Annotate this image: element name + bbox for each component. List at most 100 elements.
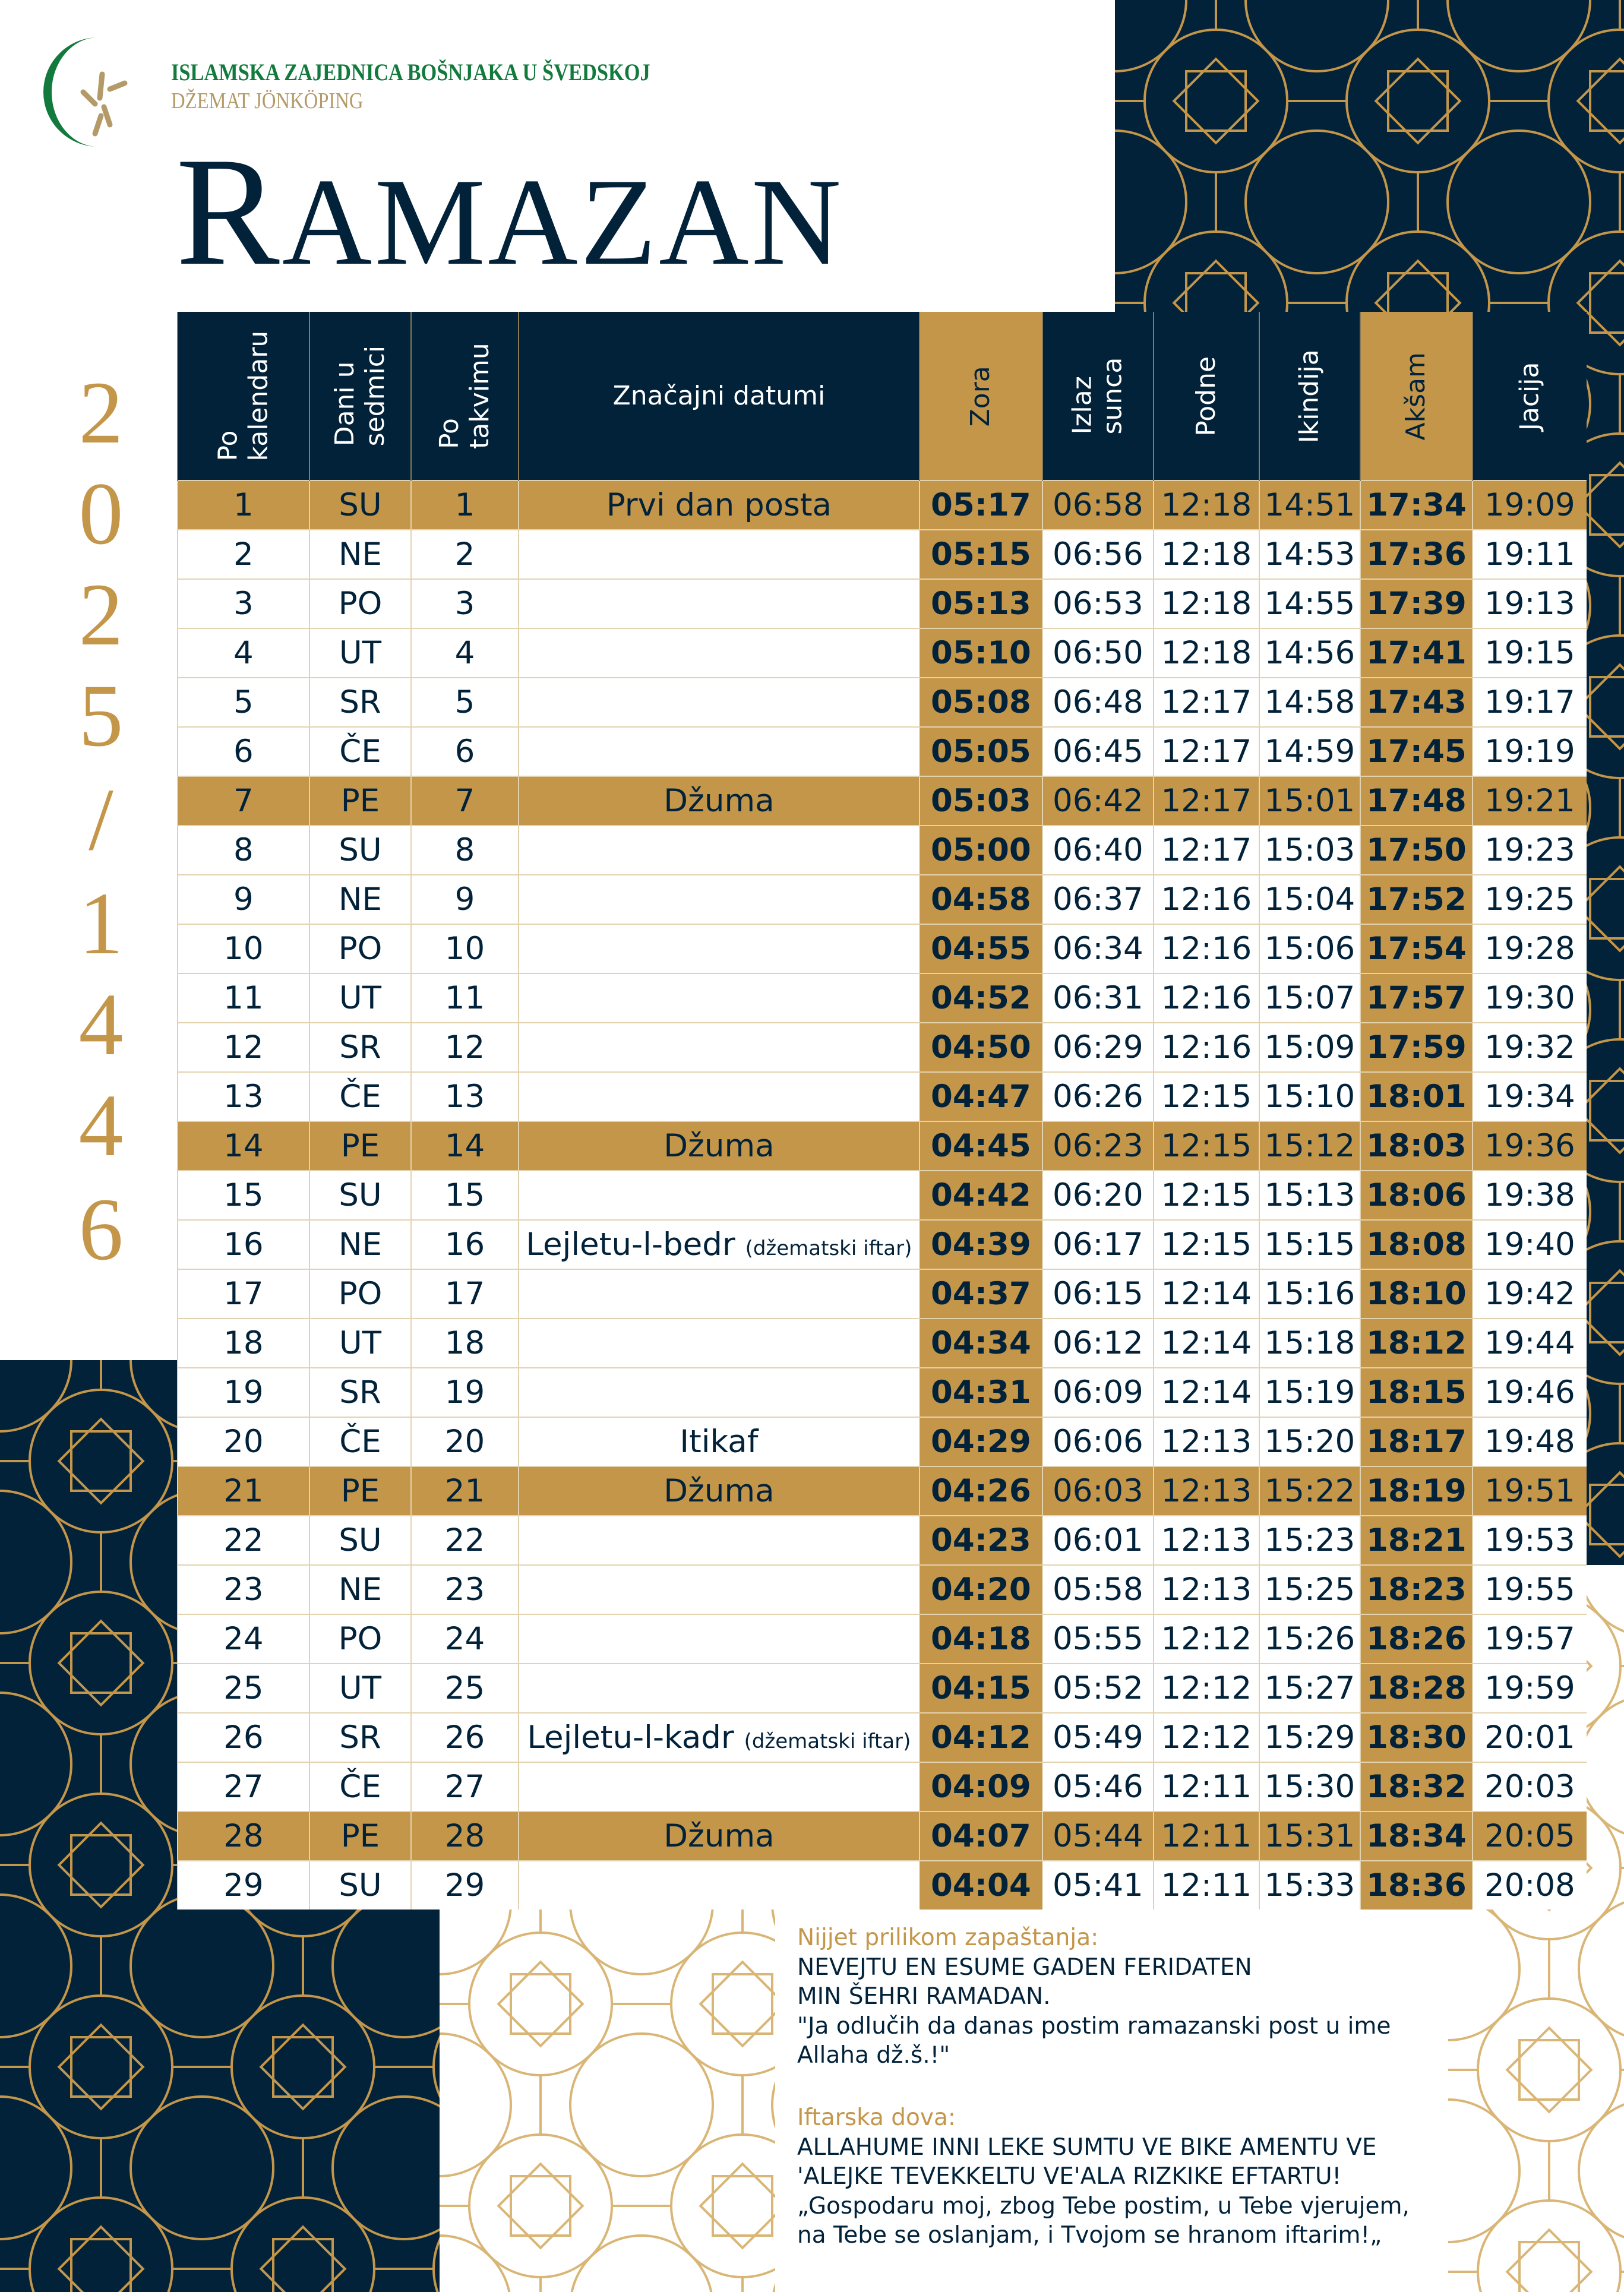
cell-tak: 24 bbox=[410, 1614, 519, 1664]
cell-ikindija: 14:58 bbox=[1258, 677, 1360, 727]
cell-jacija: 19:55 bbox=[1471, 1564, 1587, 1614]
cell-event bbox=[517, 1564, 920, 1614]
cell-jacija: 19:13 bbox=[1471, 578, 1587, 628]
cell-podne: 12:15 bbox=[1152, 1219, 1259, 1269]
cell-event bbox=[517, 1614, 920, 1664]
cell-aksam: 18:30 bbox=[1359, 1712, 1473, 1762]
cell-day: PO bbox=[308, 578, 412, 628]
cell-tak: 22 bbox=[410, 1515, 519, 1565]
cell-ikindija: 14:56 bbox=[1258, 628, 1360, 678]
cell-cal: 27 bbox=[177, 1762, 309, 1812]
cell-day: PO bbox=[308, 1269, 412, 1319]
cell-jacija: 19:19 bbox=[1471, 726, 1587, 776]
cell-podne: 12:13 bbox=[1152, 1466, 1259, 1516]
cell-ikindija: 15:29 bbox=[1258, 1712, 1360, 1762]
cell-event bbox=[517, 529, 920, 579]
cell-jacija: 19:09 bbox=[1471, 480, 1587, 530]
org-name: ISLAMSKA ZAJEDNICA BOŠNJAKA U ŠVEDSKOJ bbox=[171, 59, 650, 86]
cell-aksam: 18:32 bbox=[1359, 1762, 1473, 1812]
cell-izlaz: 06:09 bbox=[1041, 1367, 1154, 1417]
dova-heading: Iftarska dova: bbox=[797, 2104, 956, 2131]
cell-aksam: 17:54 bbox=[1359, 924, 1473, 973]
cell-jacija: 19:53 bbox=[1471, 1515, 1587, 1565]
event-label: Lejletu-l-bedr bbox=[526, 1226, 735, 1263]
table-row: 12 SR 12 04:50 06:29 12:16 15:09 17:59 19:32 bbox=[177, 1022, 1587, 1072]
cell-tak: 25 bbox=[410, 1663, 519, 1713]
header-label: Podne bbox=[1190, 356, 1221, 437]
cell-cal: 12 bbox=[177, 1022, 309, 1072]
white-panel bbox=[775, 1903, 1448, 2292]
cell-izlaz: 06:34 bbox=[1041, 924, 1154, 973]
cell-cal: 15 bbox=[177, 1170, 309, 1220]
cell-jacija: 19:48 bbox=[1471, 1417, 1587, 1466]
cell-tak: 23 bbox=[410, 1564, 519, 1614]
cell-event bbox=[517, 578, 920, 628]
column-header: Akšam bbox=[1359, 312, 1473, 480]
cell-tak: 10 bbox=[410, 924, 519, 973]
column-header: Ikindija bbox=[1258, 312, 1360, 480]
cell-ikindija: 15:20 bbox=[1258, 1417, 1360, 1466]
cell-ikindija: 15:33 bbox=[1258, 1860, 1360, 1910]
cell-tak: 1 bbox=[410, 480, 519, 530]
cell-jacija: 19:38 bbox=[1471, 1170, 1587, 1220]
year-char: 6 bbox=[78, 1180, 124, 1279]
cell-event: Lejletu-l-kadr (džematski iftar) bbox=[517, 1712, 920, 1762]
title-rest: AMAZAN bbox=[282, 153, 844, 291]
cell-aksam: 18:21 bbox=[1359, 1515, 1473, 1565]
cell-jacija: 19:15 bbox=[1471, 628, 1587, 678]
cell-event: Itikaf bbox=[517, 1417, 920, 1466]
table-header-row: Po kalendaru Dani u sedmici Po takvimu Značajn… bbox=[177, 312, 1587, 480]
event-label: Džuma bbox=[663, 1818, 775, 1854]
column-header: Zora bbox=[918, 312, 1042, 480]
table-row: 25 UT 25 04:15 05:52 12:12 15:27 18:28 19:59 bbox=[177, 1663, 1587, 1713]
cell-day: UT bbox=[308, 1663, 412, 1713]
header-label: Akšam bbox=[1401, 352, 1432, 441]
cell-event bbox=[517, 1022, 920, 1072]
table-row: 20 ČE 20 Itikaf 04:29 06:06 12:13 15:20 18:17 19:… bbox=[177, 1417, 1587, 1466]
cell-zora: 05:05 bbox=[918, 726, 1042, 776]
cell-podne: 12:15 bbox=[1152, 1121, 1259, 1171]
table-row: 19 SR 19 04:31 06:09 12:14 15:19 18:15 19:46 bbox=[177, 1367, 1587, 1417]
cell-izlaz: 06:58 bbox=[1041, 480, 1154, 530]
table-row: 2 NE 2 05:15 06:56 12:18 14:53 17:36 19:11 bbox=[177, 529, 1587, 579]
cell-jacija: 20:01 bbox=[1471, 1712, 1587, 1762]
cell-ikindija: 15:27 bbox=[1258, 1663, 1360, 1713]
cell-day: UT bbox=[308, 1318, 412, 1368]
cell-aksam: 18:19 bbox=[1359, 1466, 1473, 1516]
cell-day: UT bbox=[308, 973, 412, 1023]
cell-day: UT bbox=[308, 628, 412, 678]
table-row: 21 PE 21 Džuma 04:26 06:03 12:13 15:22 18:19 19:5… bbox=[177, 1466, 1587, 1516]
cell-aksam: 17:45 bbox=[1359, 726, 1473, 776]
cell-day: SR bbox=[308, 1712, 412, 1762]
cell-ikindija: 15:04 bbox=[1258, 874, 1360, 924]
cell-day: NE bbox=[308, 874, 412, 924]
cell-izlaz: 06:42 bbox=[1041, 776, 1154, 826]
cell-izlaz: 06:01 bbox=[1041, 1515, 1154, 1565]
event-label: Lejletu-l-kadr bbox=[527, 1719, 734, 1756]
cell-izlaz: 06:50 bbox=[1041, 628, 1154, 678]
cell-ikindija: 15:16 bbox=[1258, 1269, 1360, 1319]
table-row: 13 ČE 13 04:47 06:26 12:15 15:10 18:01 19:34 bbox=[177, 1071, 1587, 1121]
cell-event bbox=[517, 1367, 920, 1417]
cell-ikindija: 15:09 bbox=[1258, 1022, 1360, 1072]
cell-event bbox=[517, 1860, 920, 1910]
header-label: Ikindija bbox=[1294, 349, 1325, 443]
cell-zora: 05:08 bbox=[918, 677, 1042, 727]
cell-izlaz: 06:06 bbox=[1041, 1417, 1154, 1466]
cell-day: PO bbox=[308, 1614, 412, 1664]
header-label: Po bbox=[434, 418, 465, 449]
cell-day: SU bbox=[308, 825, 412, 875]
page-title: RAMAZAN bbox=[176, 134, 843, 289]
cell-tak: 21 bbox=[410, 1466, 519, 1516]
cell-event: Džuma bbox=[517, 1121, 920, 1171]
cell-podne: 12:13 bbox=[1152, 1564, 1259, 1614]
cell-cal: 13 bbox=[177, 1071, 309, 1121]
cell-izlaz: 05:49 bbox=[1041, 1712, 1154, 1762]
table-row: 5 SR 5 05:08 06:48 12:17 14:58 17:43 19:17 bbox=[177, 677, 1587, 727]
cell-zora: 04:15 bbox=[918, 1663, 1042, 1713]
nijjet-block: Nijjet prilikom zapaštanja: NEVEJTU EN E… bbox=[797, 1923, 1391, 2070]
cell-jacija: 20:08 bbox=[1471, 1860, 1587, 1910]
cell-podne: 12:16 bbox=[1152, 1022, 1259, 1072]
cell-aksam: 18:28 bbox=[1359, 1663, 1473, 1713]
cell-event bbox=[517, 1318, 920, 1368]
